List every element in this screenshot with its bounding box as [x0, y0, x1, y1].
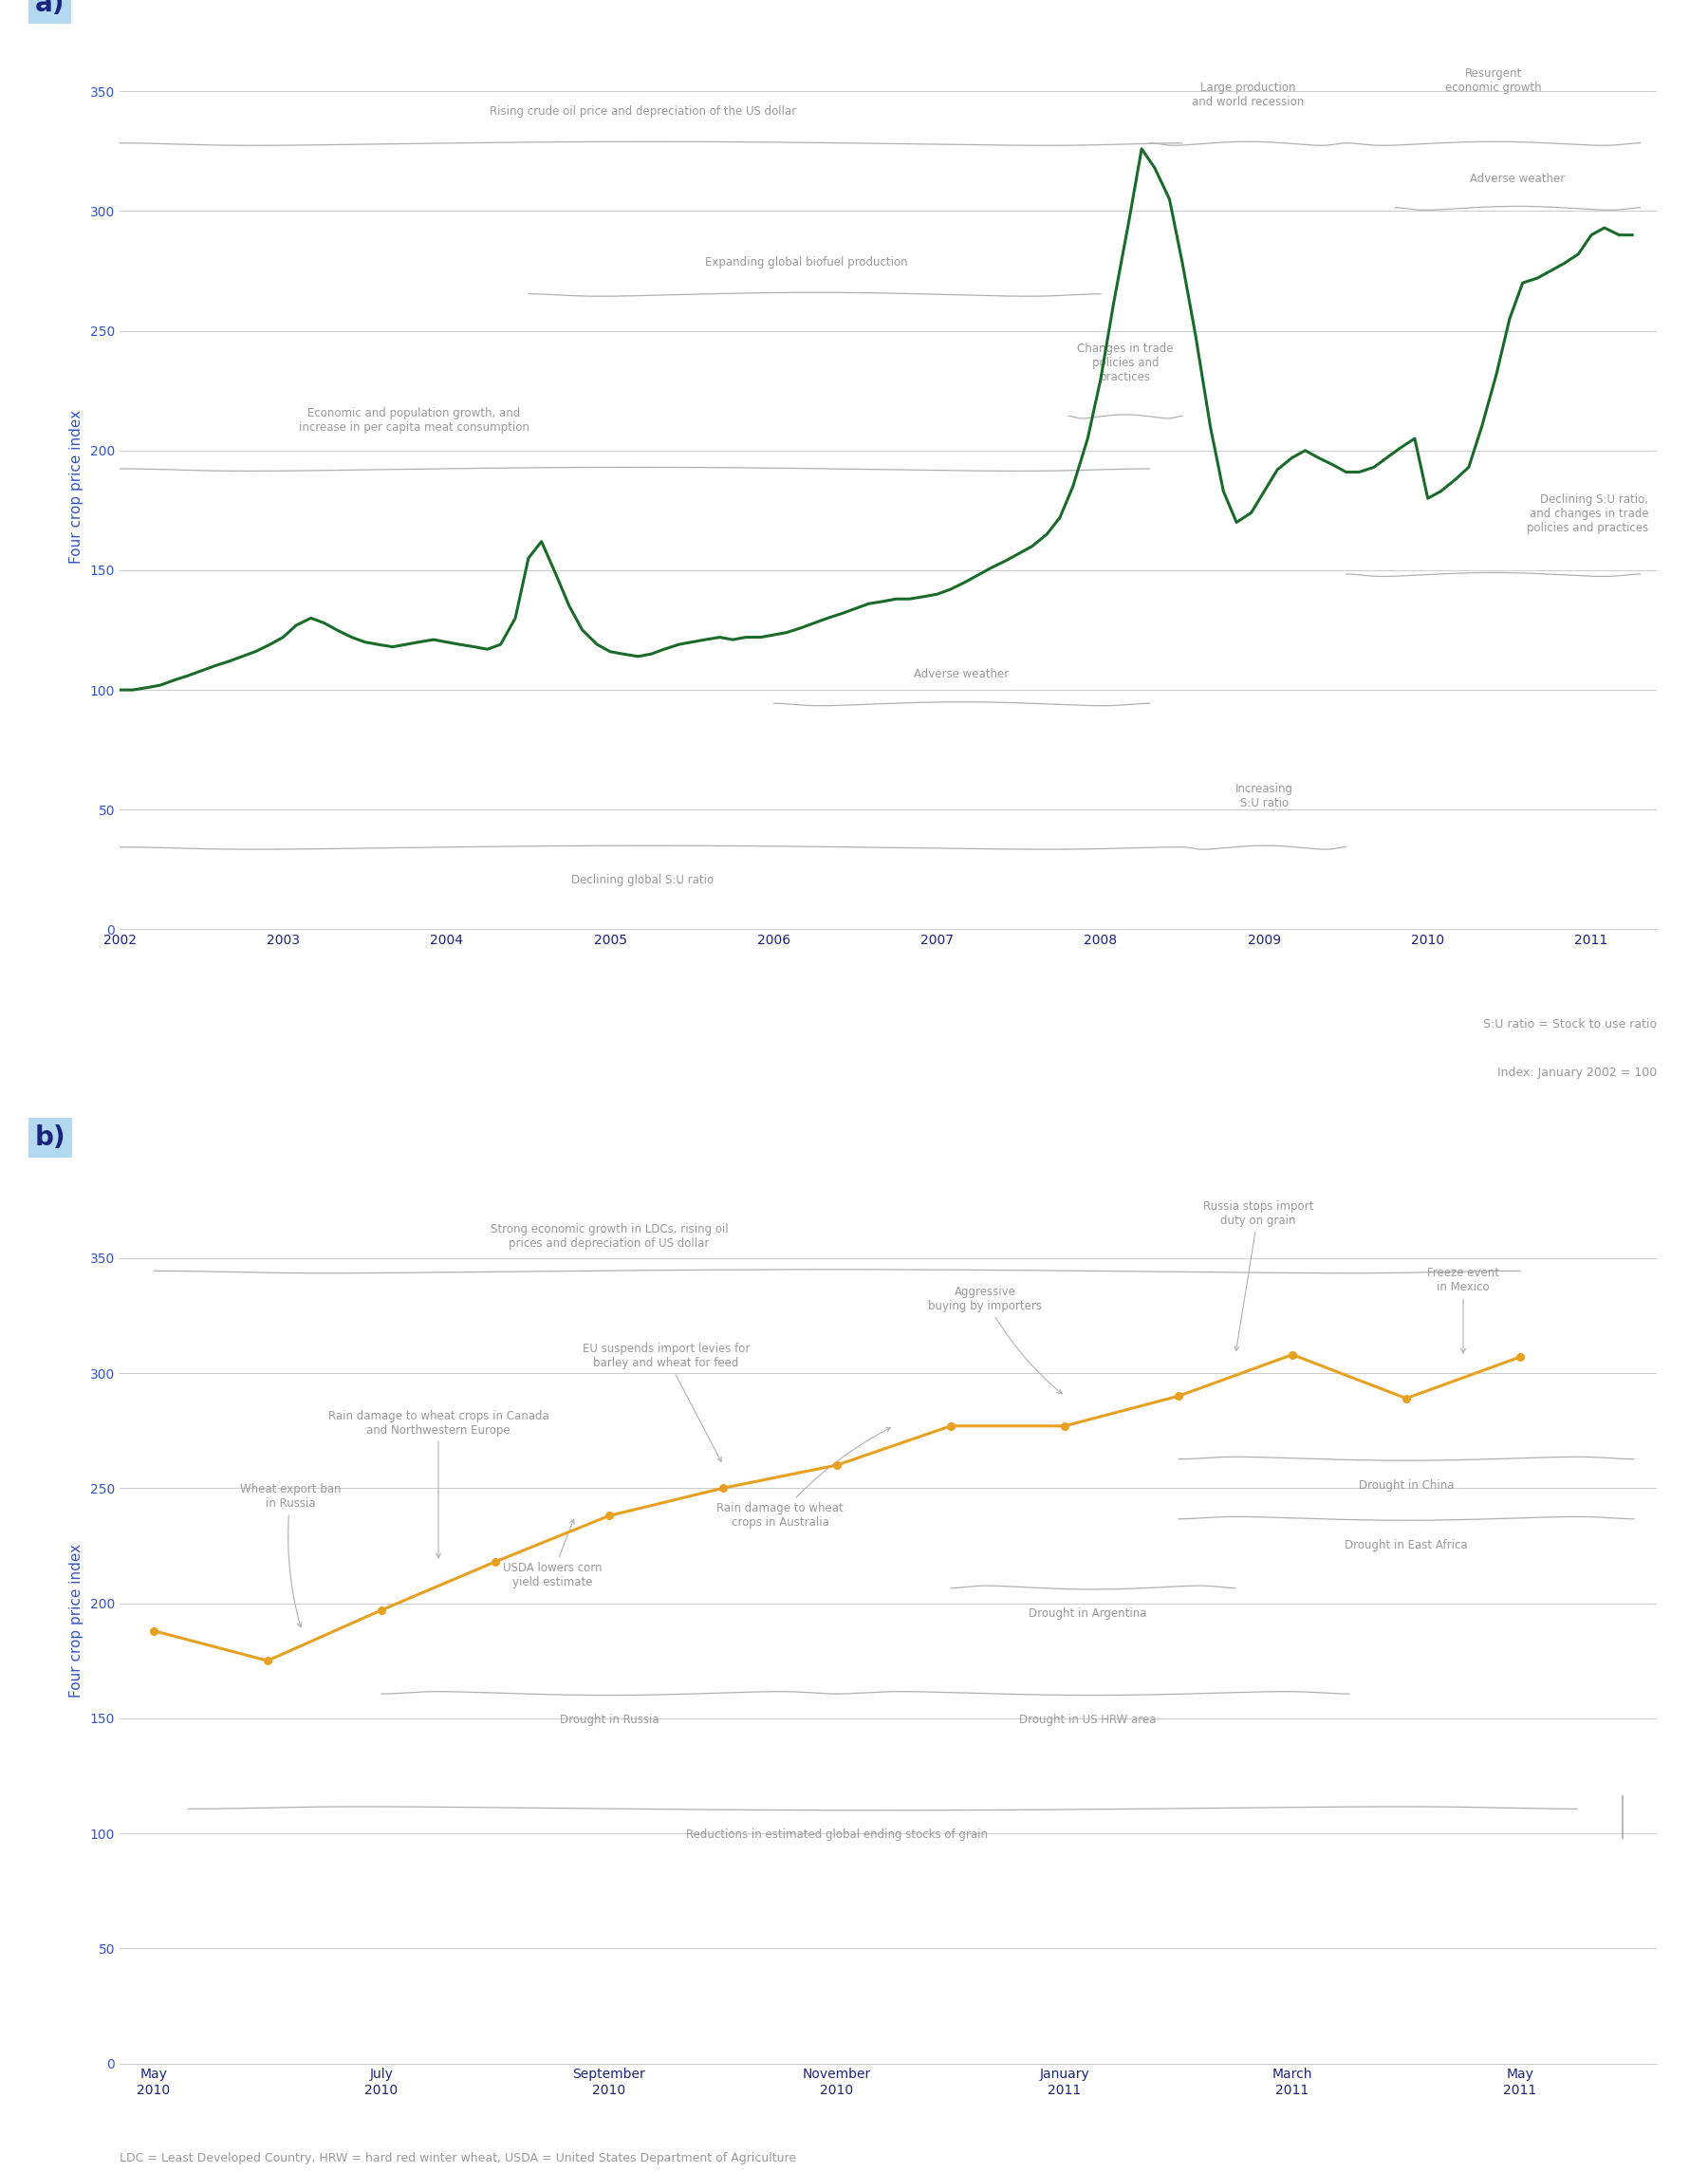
Text: b): b) [36, 1125, 67, 1151]
Text: Increasing
S:U ratio: Increasing S:U ratio [1235, 784, 1293, 810]
Text: Adverse weather: Adverse weather [1471, 172, 1565, 185]
Text: Resurgent
economic growth: Resurgent economic growth [1445, 67, 1541, 93]
Text: EU suspends import levies for
barley and wheat for feed: EU suspends import levies for barley and… [582, 1342, 750, 1462]
Text: USDA lowers corn
yield estimate: USDA lowers corn yield estimate [502, 1518, 601, 1588]
Text: a): a) [36, 0, 65, 17]
Text: Rain damage to wheat
crops in Australia: Rain damage to wheat crops in Australia [717, 1427, 890, 1529]
Y-axis label: Four crop price index: Four crop price index [68, 1544, 84, 1696]
Text: Rising crude oil price and depreciation of the US dollar: Rising crude oil price and depreciation … [490, 104, 796, 117]
Text: Freeze event
in Mexico: Freeze event in Mexico [1428, 1266, 1500, 1353]
Text: Large production
and world recession: Large production and world recession [1192, 83, 1303, 109]
Text: Changes in trade
policies and
practices: Changes in trade policies and practices [1078, 343, 1173, 384]
Text: Wheat export ban
in Russia: Wheat export ban in Russia [239, 1483, 342, 1627]
Text: Declining S:U ratio,
and changes in trade
policies and practices: Declining S:U ratio, and changes in trad… [1527, 493, 1648, 534]
Text: Index: January 2002 = 100: Index: January 2002 = 100 [1498, 1066, 1657, 1079]
Text: Drought in Russia: Drought in Russia [560, 1714, 659, 1727]
Text: Strong economic growth in LDCs, rising oil
prices and depreciation of US dollar: Strong economic growth in LDCs, rising o… [490, 1223, 728, 1251]
Text: Adverse weather: Adverse weather [914, 669, 1009, 680]
Text: Drought in Argentina: Drought in Argentina [1028, 1607, 1146, 1620]
Y-axis label: Four crop price index: Four crop price index [68, 411, 84, 563]
Text: Drought in East Africa: Drought in East Africa [1344, 1538, 1467, 1551]
Text: Rain damage to wheat crops in Canada
and Northwestern Europe: Rain damage to wheat crops in Canada and… [328, 1410, 548, 1557]
Text: S:U ratio = Stock to use ratio: S:U ratio = Stock to use ratio [1483, 1019, 1657, 1030]
Text: Aggressive
buying by importers: Aggressive buying by importers [927, 1286, 1062, 1394]
Text: Drought in China: Drought in China [1358, 1479, 1454, 1492]
Text: Economic and population growth, and
increase in per capita meat consumption: Economic and population growth, and incr… [299, 406, 529, 434]
Text: Expanding global biofuel production: Expanding global biofuel production [705, 256, 907, 269]
Text: Drought in US HRW area: Drought in US HRW area [1020, 1714, 1156, 1727]
Text: LDC = Least Developed Country, HRW = hard red winter wheat, USDA = United States: LDC = Least Developed Country, HRW = har… [120, 2152, 796, 2163]
Text: Declining global S:U ratio: Declining global S:U ratio [572, 873, 714, 886]
Text: Russia stops import
duty on grain: Russia stops import duty on grain [1202, 1201, 1313, 1351]
Text: Reductions in estimated global ending stocks of grain: Reductions in estimated global ending st… [687, 1829, 987, 1842]
